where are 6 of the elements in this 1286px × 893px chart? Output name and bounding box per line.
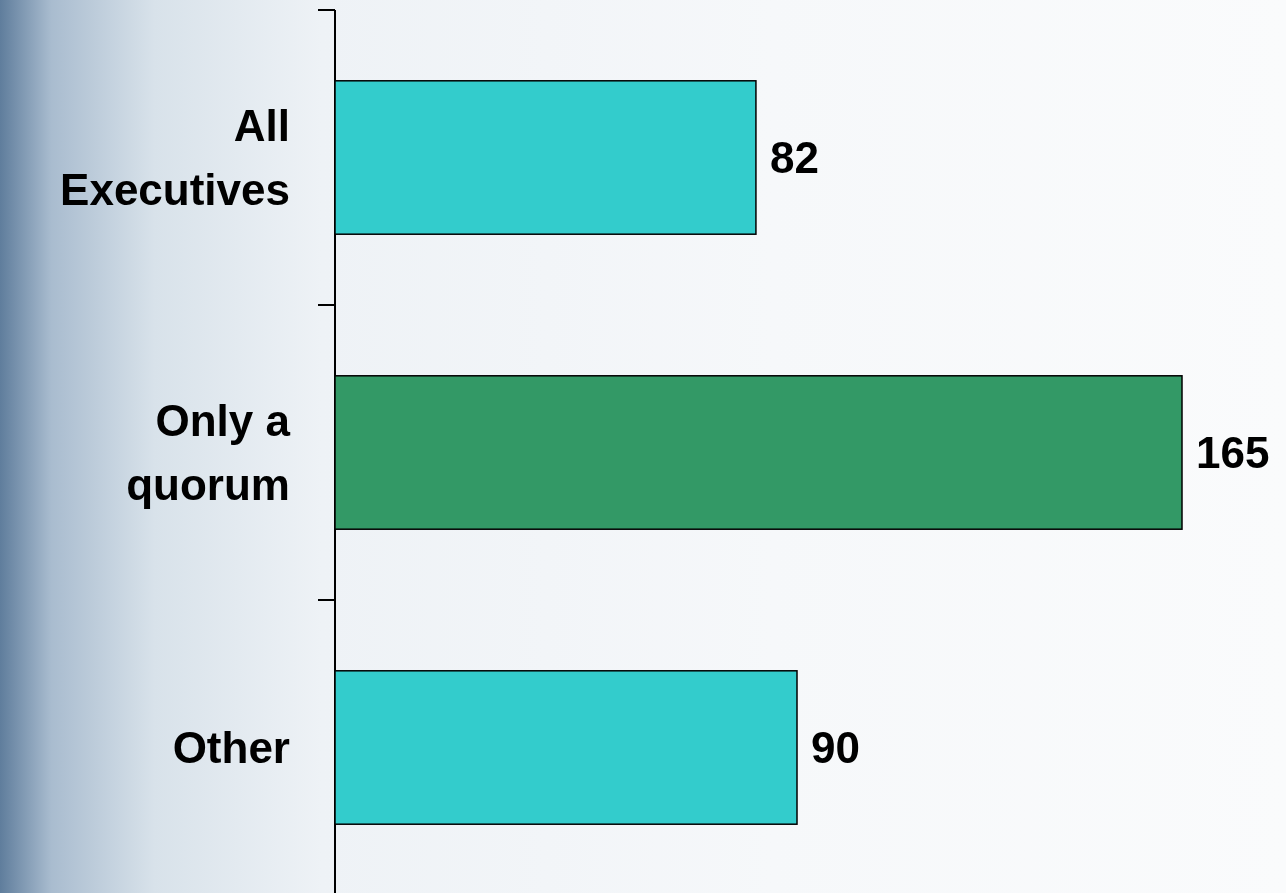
- data-label: 82: [769, 132, 819, 182]
- data-label: 165: [1196, 427, 1270, 477]
- data-label: 90: [811, 722, 860, 772]
- y-tick-label: Only a quorum: [126, 395, 291, 509]
- y-tick-label: All Executives: [60, 100, 290, 214]
- y-tick-label: Other: [172, 722, 290, 772]
